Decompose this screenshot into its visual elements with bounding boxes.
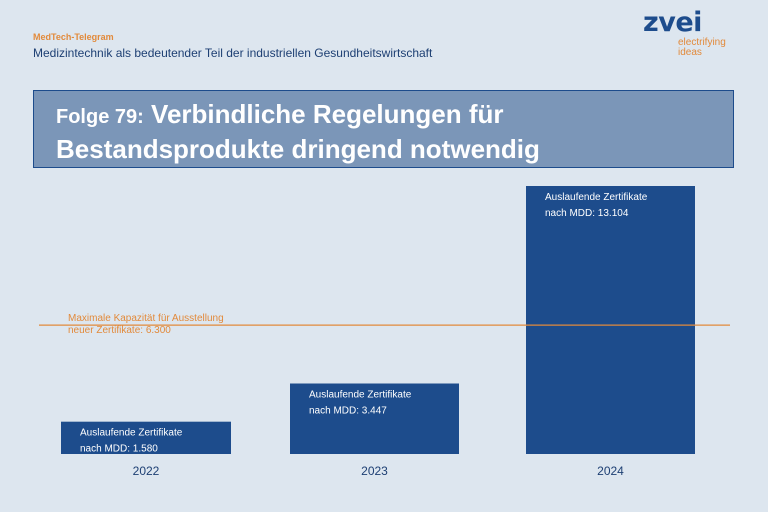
page-subtitle: Medizintechnik als bedeutender Teil der … [33,46,433,60]
x-tick-label-2023: 2023 [361,464,388,478]
logo-tagline-2: ideas [678,47,702,58]
bar-label-2024-line-1: Auslaufende Zertifikate [545,192,648,203]
title-box: Folge 79: Verbindliche Regelungen für Be… [33,90,734,168]
threshold-label-line-1: Maximale Kapazität für Ausstellung [68,313,224,324]
bar-label-2022-line-1: Auslaufende Zertifikate [80,428,183,439]
page-title: Folge 79: Verbindliche Regelungen für Be… [56,98,716,165]
x-tick-label-2024: 2024 [597,464,624,478]
bar-label-2023-line-2: nach MDD: 3.447 [309,406,387,417]
bar-2024 [526,186,695,454]
bar-label-2022-line-2: nach MDD: 1.580 [80,444,158,455]
bar-2023 [290,383,459,454]
series-kicker: MedTech-Telegram [33,32,114,42]
title-prefix: Folge 79: [56,106,144,128]
zvei-logo: zvei electrifying ideas [643,8,743,58]
threshold-label-line-2: neuer Zertifikate: 6.300 [68,325,171,336]
bar-2022 [61,421,231,454]
bar-label-2024-line-2: nach MDD: 13.104 [545,208,629,219]
x-tick-label-2022: 2022 [133,464,160,478]
logo-tagline-1: electrifying [678,37,726,48]
logo-brand: zvei [643,7,702,38]
title-text: Verbindliche Regelungen für Bestandsprod… [56,99,540,164]
bar-label-2023-line-1: Auslaufende Zertifikate [309,390,412,401]
